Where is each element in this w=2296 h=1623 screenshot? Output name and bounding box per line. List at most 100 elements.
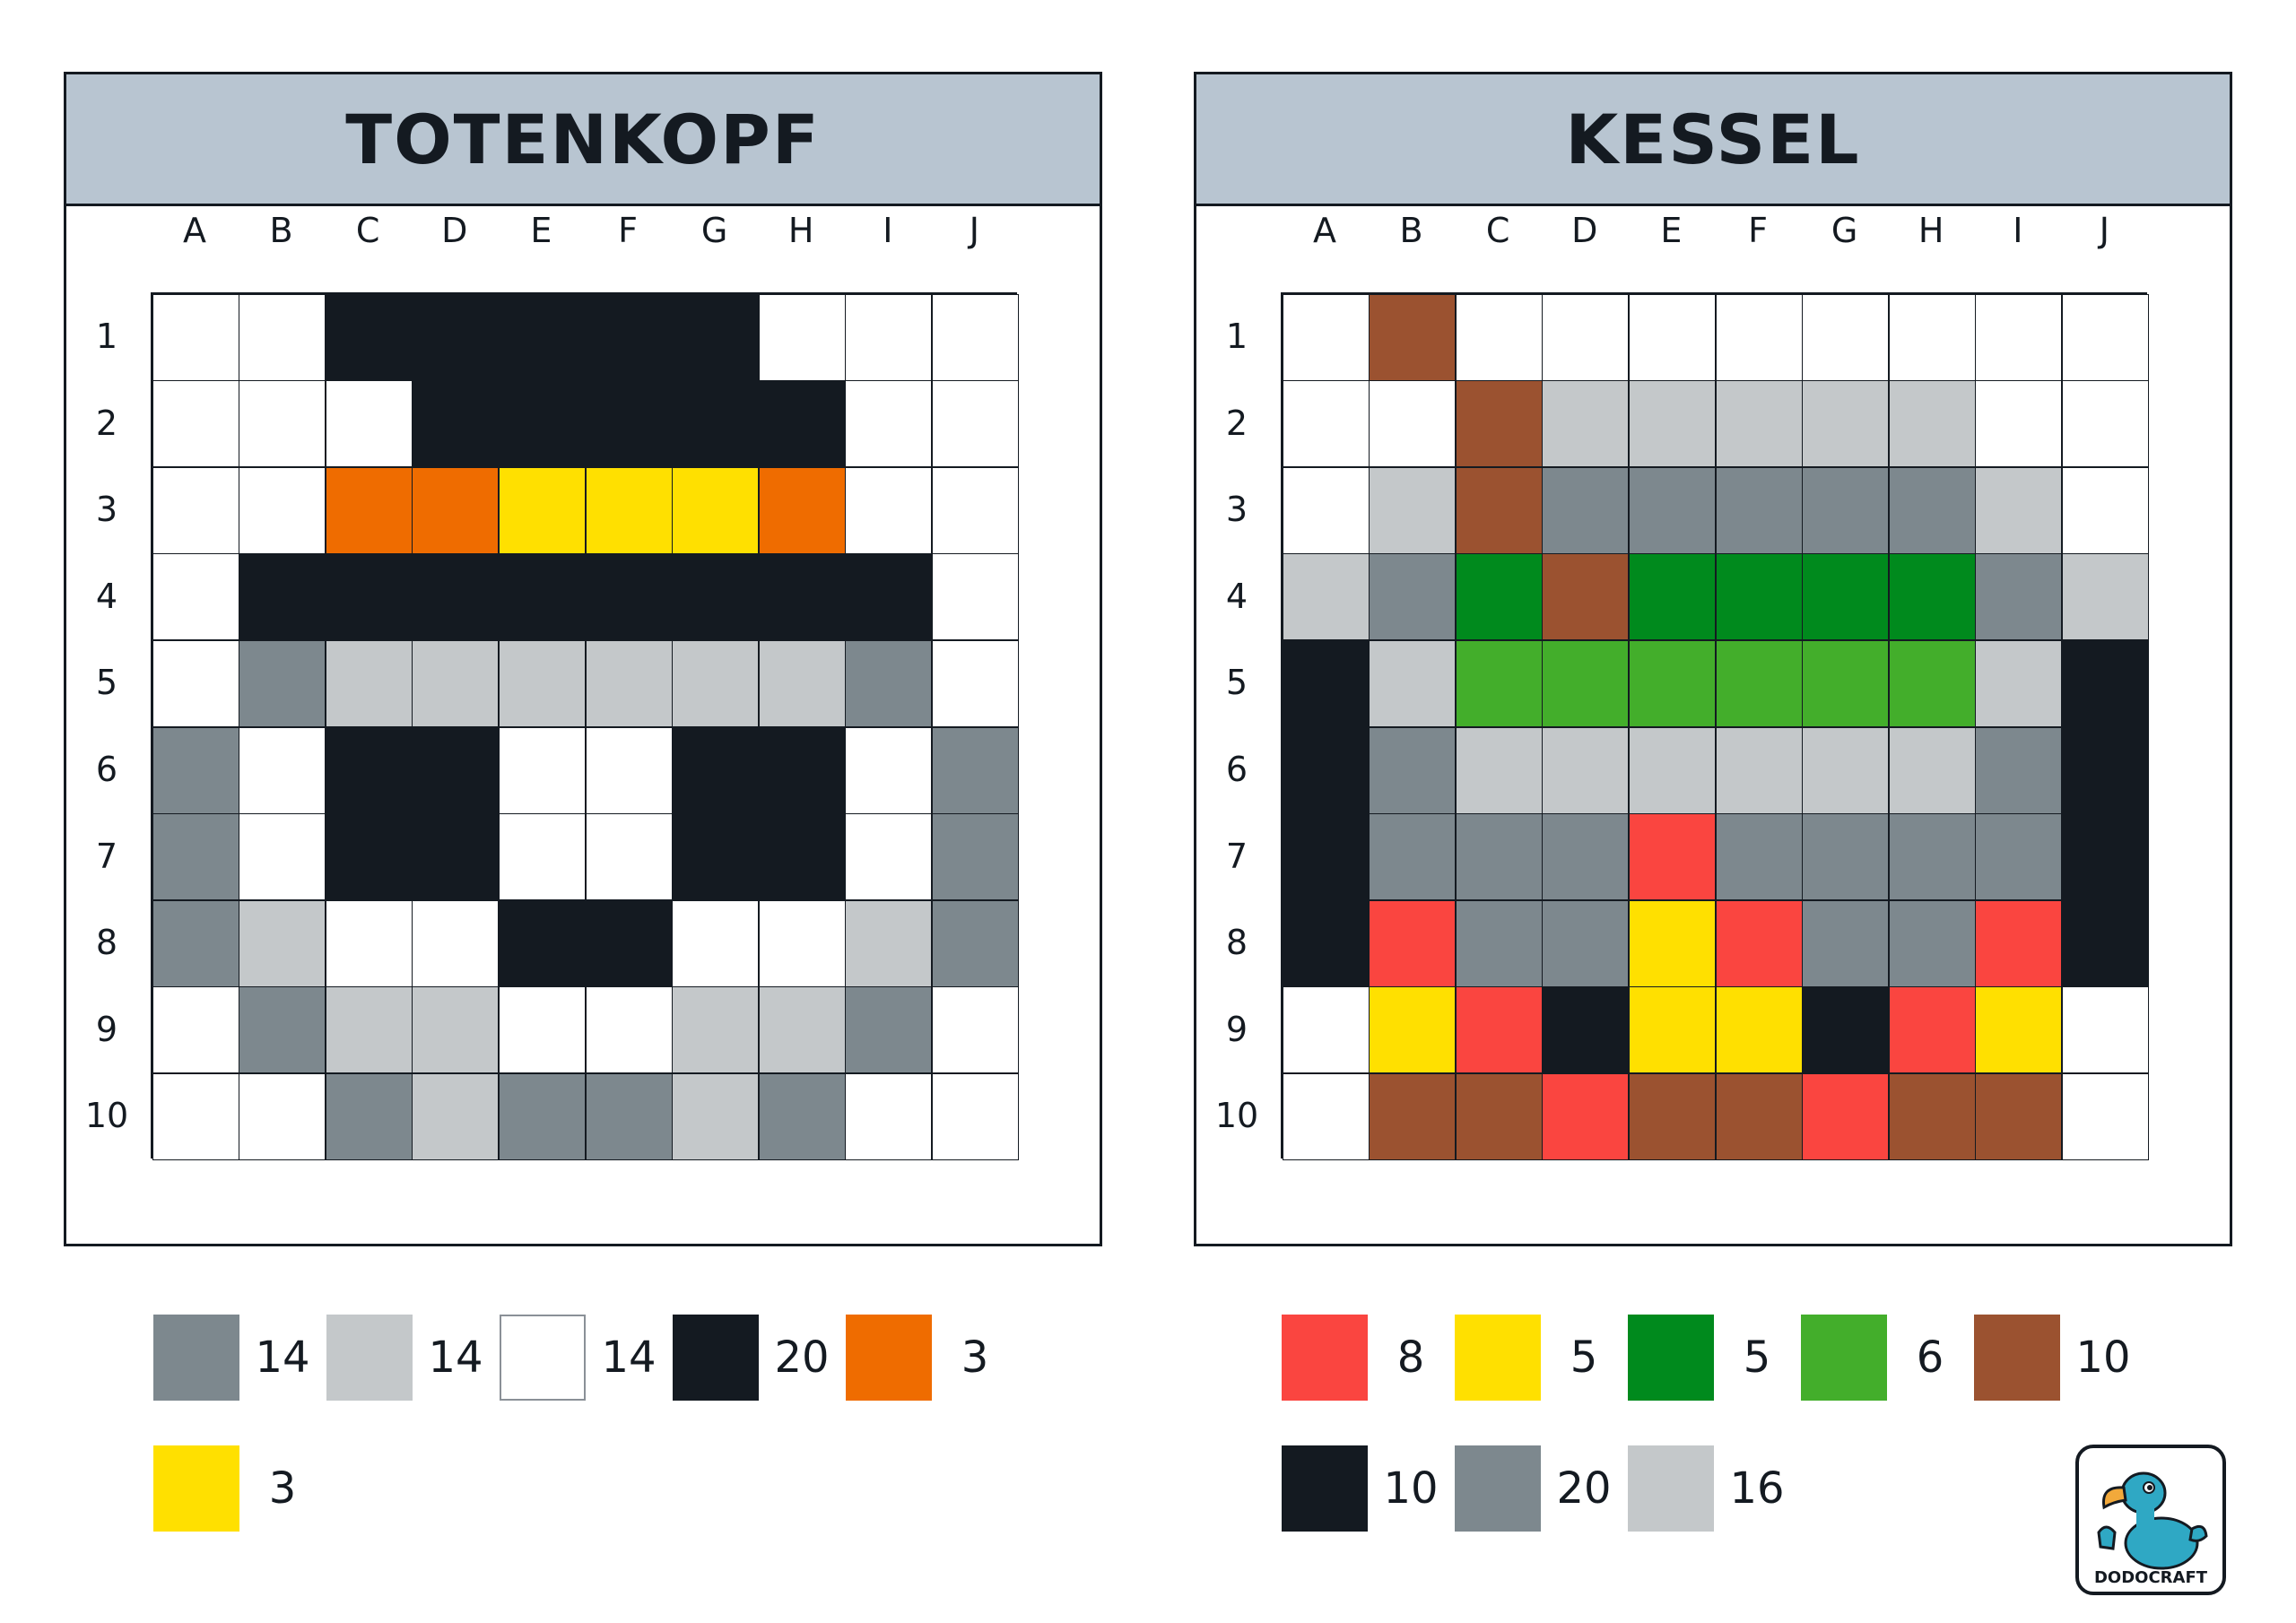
grid-cell[interactable]	[2061, 380, 2149, 468]
grid-cell[interactable]	[412, 986, 500, 1074]
grid-cell[interactable]	[1282, 639, 1370, 727]
grid-cell[interactable]	[758, 1072, 846, 1160]
grid-cell[interactable]	[1888, 380, 1976, 468]
grid-cell[interactable]	[931, 1072, 1019, 1160]
grid-cell[interactable]	[1455, 726, 1543, 814]
grid-cell[interactable]	[845, 899, 933, 987]
grid-cell[interactable]	[239, 813, 326, 901]
grid-cell[interactable]	[1802, 380, 1890, 468]
grid-cell[interactable]	[498, 293, 586, 381]
grid-cell[interactable]	[1542, 813, 1630, 901]
grid-cell[interactable]	[1802, 899, 1890, 987]
grid-cell[interactable]	[152, 293, 239, 381]
grid-cell[interactable]	[1888, 1072, 1976, 1160]
grid-cell[interactable]	[1802, 1072, 1890, 1160]
grid-cell[interactable]	[672, 466, 760, 554]
grid-cell[interactable]	[2061, 293, 2149, 381]
grid-cell[interactable]	[1715, 986, 1803, 1074]
grid-cell[interactable]	[1282, 380, 1370, 468]
grid-cell[interactable]	[1542, 380, 1630, 468]
grid-cell[interactable]	[239, 1072, 326, 1160]
grid-cell[interactable]	[1628, 293, 1716, 381]
grid-cell[interactable]	[1282, 553, 1370, 641]
grid-cell[interactable]	[1282, 293, 1370, 381]
grid-cell[interactable]	[412, 899, 500, 987]
grid-cell[interactable]	[1975, 1072, 2063, 1160]
grid-cell[interactable]	[498, 380, 586, 468]
grid-cell[interactable]	[2061, 899, 2149, 987]
grid-cell[interactable]	[672, 726, 760, 814]
grid-cell[interactable]	[2061, 813, 2149, 901]
grid-cell[interactable]	[1455, 899, 1543, 987]
grid-cell[interactable]	[1369, 466, 1457, 554]
grid-cell[interactable]	[1369, 726, 1457, 814]
grid-cell[interactable]	[672, 380, 760, 468]
grid-cell[interactable]	[152, 986, 239, 1074]
grid-cell[interactable]	[412, 813, 500, 901]
grid-cell[interactable]	[412, 293, 500, 381]
grid-cell[interactable]	[845, 293, 933, 381]
grid-cell[interactable]	[1455, 380, 1543, 468]
grid-cell[interactable]	[758, 813, 846, 901]
grid-cell[interactable]	[585, 1072, 673, 1160]
grid-cell[interactable]	[672, 639, 760, 727]
grid-cell[interactable]	[1455, 293, 1543, 381]
grid-cell[interactable]	[845, 726, 933, 814]
grid-cell[interactable]	[498, 726, 586, 814]
grid-cell[interactable]	[325, 466, 413, 554]
grid-cell[interactable]	[1888, 466, 1976, 554]
grid-cell[interactable]	[1455, 553, 1543, 641]
grid-cell[interactable]	[1975, 639, 2063, 727]
grid-cell[interactable]	[239, 726, 326, 814]
grid-cell[interactable]	[758, 639, 846, 727]
grid-cell[interactable]	[585, 380, 673, 468]
grid-cell[interactable]	[758, 986, 846, 1074]
grid-cell[interactable]	[1715, 293, 1803, 381]
grid-cell[interactable]	[325, 986, 413, 1074]
grid-cell[interactable]	[672, 553, 760, 641]
grid-cell[interactable]	[239, 986, 326, 1074]
grid-cell[interactable]	[931, 380, 1019, 468]
grid-cell[interactable]	[412, 1072, 500, 1160]
grid-cell[interactable]	[1369, 986, 1457, 1074]
grid-cell[interactable]	[672, 986, 760, 1074]
grid-cell[interactable]	[1975, 466, 2063, 554]
grid-cell[interactable]	[1455, 466, 1543, 554]
grid-cell[interactable]	[1715, 899, 1803, 987]
grid-cell[interactable]	[1888, 639, 1976, 727]
grid-cell[interactable]	[1888, 813, 1976, 901]
grid-cell[interactable]	[1802, 293, 1890, 381]
grid-cell[interactable]	[325, 293, 413, 381]
grid-cell[interactable]	[672, 813, 760, 901]
grid-cell[interactable]	[1888, 293, 1976, 381]
grid-cell[interactable]	[1628, 639, 1716, 727]
grid-cell[interactable]	[845, 380, 933, 468]
grid-cell[interactable]	[845, 1072, 933, 1160]
grid-cell[interactable]	[845, 813, 933, 901]
grid-cell[interactable]	[1455, 813, 1543, 901]
grid-cell[interactable]	[672, 1072, 760, 1160]
grid-cell[interactable]	[239, 639, 326, 727]
grid-cell[interactable]	[152, 899, 239, 987]
grid-cell[interactable]	[1715, 639, 1803, 727]
grid-cell[interactable]	[1628, 986, 1716, 1074]
grid-cell[interactable]	[1802, 639, 1890, 727]
grid-cell[interactable]	[1888, 553, 1976, 641]
grid-cell[interactable]	[1628, 1072, 1716, 1160]
grid-cell[interactable]	[758, 293, 846, 381]
grid-cell[interactable]	[931, 639, 1019, 727]
grid-cell[interactable]	[1628, 813, 1716, 901]
grid-cell[interactable]	[1975, 726, 2063, 814]
grid-cell[interactable]	[1888, 899, 1976, 987]
grid-cell[interactable]	[1628, 466, 1716, 554]
grid-cell[interactable]	[498, 466, 586, 554]
grid-cell[interactable]	[1369, 1072, 1457, 1160]
grid-cell[interactable]	[845, 986, 933, 1074]
grid-cell[interactable]	[152, 553, 239, 641]
grid-cell[interactable]	[845, 553, 933, 641]
grid-cell[interactable]	[1369, 293, 1457, 381]
grid-cell[interactable]	[1888, 986, 1976, 1074]
grid-cell[interactable]	[1975, 553, 2063, 641]
grid-cell[interactable]	[1282, 1072, 1370, 1160]
grid-cell[interactable]	[585, 553, 673, 641]
